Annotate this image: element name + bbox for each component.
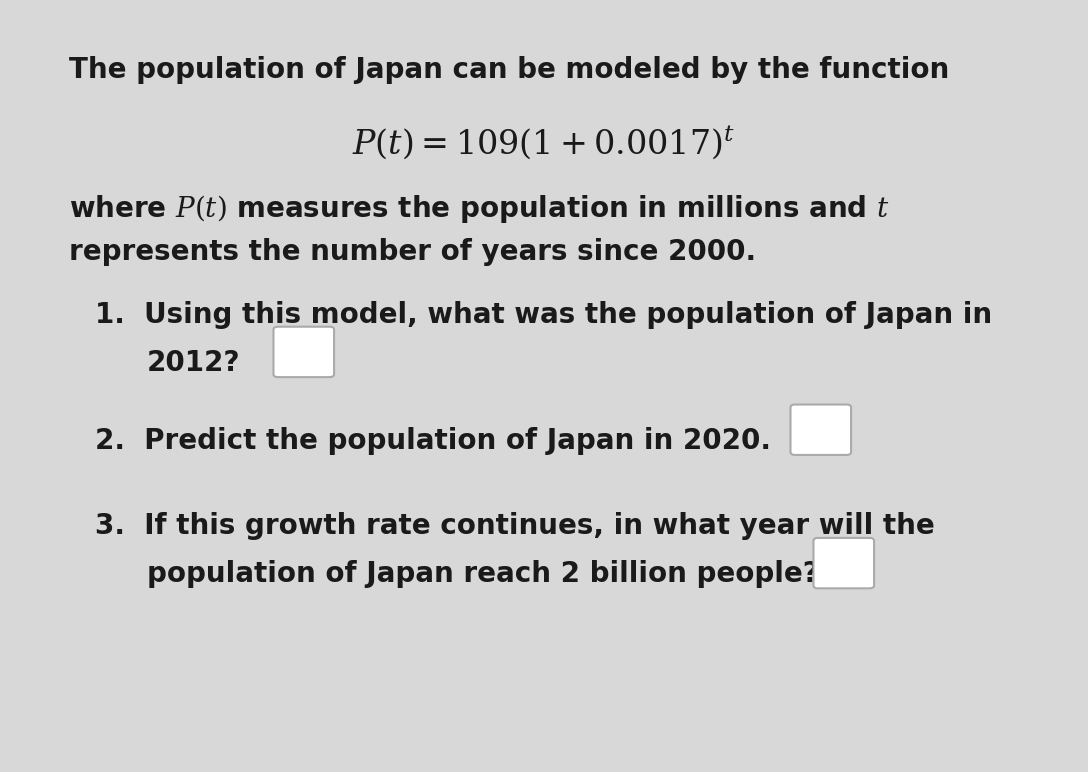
Text: represents the number of years since 2000.: represents the number of years since 200… (69, 238, 756, 266)
Text: 2.  Predict the population of Japan in 2020.: 2. Predict the population of Japan in 20… (95, 427, 771, 455)
FancyBboxPatch shape (814, 538, 874, 588)
Text: 3.  If this growth rate continues, in what year will the: 3. If this growth rate continues, in wha… (95, 512, 935, 540)
Text: population of Japan reach 2 billion people?: population of Japan reach 2 billion peop… (147, 560, 819, 588)
Text: 2012?: 2012? (147, 349, 240, 377)
Text: The population of Japan can be modeled by the function: The population of Japan can be modeled b… (69, 56, 949, 84)
Text: $P(t) = 109(1+0.0017)^{t}$: $P(t) = 109(1+0.0017)^{t}$ (353, 123, 735, 161)
Text: 1.  Using this model, what was the population of Japan in: 1. Using this model, what was the popula… (95, 301, 992, 329)
FancyBboxPatch shape (791, 405, 851, 455)
Text: where $P(t)$ measures the population in millions and $t$: where $P(t)$ measures the population in … (69, 193, 889, 225)
FancyBboxPatch shape (273, 327, 334, 377)
